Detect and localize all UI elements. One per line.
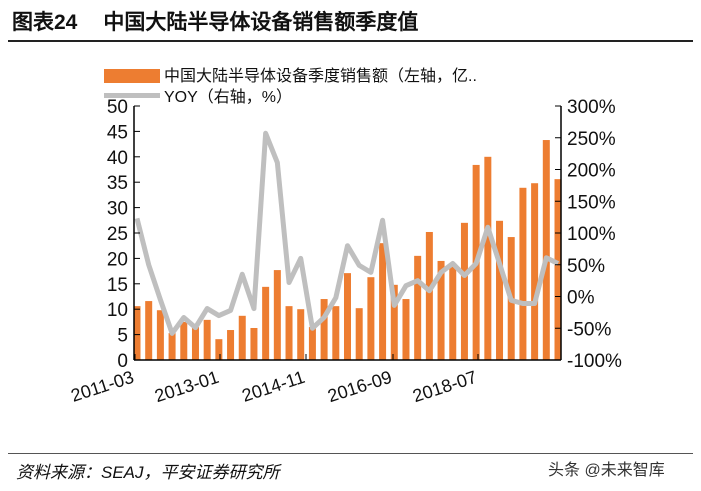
bar — [273, 270, 281, 360]
left-tick-label: 50 — [107, 97, 128, 118]
bar — [449, 263, 457, 360]
legend-item-line: YOY（右轴，%） — [104, 83, 292, 107]
footer-rule — [8, 453, 693, 454]
left-tick-label: 20 — [107, 249, 128, 270]
bar — [402, 299, 410, 360]
chart-title: 图表24 中国大陆半导体设备销售额季度值 — [12, 6, 418, 36]
x-tick-label: 2011-03 — [68, 367, 136, 406]
right-tick-label: 100% — [567, 224, 616, 245]
legend-item-bar: 中国大陆半导体设备季度销售额（左轴，亿.. — [104, 62, 477, 86]
bar — [227, 330, 235, 360]
bar — [414, 255, 422, 360]
bar — [250, 327, 258, 360]
x-tick-label: 2013-01 — [152, 367, 221, 406]
right-tick-label: 150% — [567, 192, 616, 213]
right-tick-label: -100% — [567, 351, 622, 372]
bar — [180, 321, 188, 360]
bar — [262, 286, 270, 360]
bar — [460, 222, 468, 360]
left-tick-label: 25 — [107, 224, 128, 245]
bar — [531, 183, 539, 360]
left-tick-label: 30 — [107, 199, 128, 220]
bar — [437, 260, 445, 360]
bar — [156, 310, 164, 360]
bar — [496, 220, 504, 360]
right-tick-label: 0% — [567, 288, 595, 309]
x-tick-label: 2014-11 — [239, 367, 307, 406]
left-tick-label: 15 — [107, 275, 128, 296]
yoy-line — [134, 130, 560, 336]
left-tick-label: 45 — [107, 122, 128, 143]
x-tick-label: 2016-09 — [325, 367, 394, 406]
bar — [168, 333, 176, 360]
bar — [425, 231, 433, 360]
left-tick-label: 0 — [117, 351, 128, 372]
bar — [379, 243, 387, 360]
source-note: 资料来源：SEAJ，平安证券研究所 — [16, 463, 280, 482]
title-rule — [8, 40, 693, 42]
bar — [367, 277, 375, 360]
bar — [390, 284, 398, 360]
bar — [145, 301, 153, 360]
left-tick-label: 40 — [107, 148, 128, 169]
left-tick-label: 5 — [117, 326, 128, 347]
bar — [285, 306, 293, 360]
legend-label: YOY（右轴，%） — [164, 89, 293, 106]
bar — [484, 156, 492, 360]
bar — [191, 326, 199, 360]
bar — [215, 339, 223, 360]
left-tick-label: 10 — [107, 300, 128, 321]
watermark: 头条 @未来智库 — [548, 462, 665, 479]
bar — [542, 140, 550, 360]
right-tick-label: 50% — [567, 256, 605, 277]
legend-line-swatch — [104, 93, 160, 98]
bar — [519, 187, 527, 360]
bar — [203, 319, 211, 360]
right-tick-label: 250% — [567, 129, 616, 150]
legend-label: 中国大陆半导体设备季度销售额（左轴，亿.. — [164, 68, 477, 85]
bar — [133, 306, 141, 360]
x-tick-label: 2018-07 — [410, 367, 479, 406]
right-tick-label: 200% — [567, 161, 616, 182]
figure-number: 图表24 — [12, 11, 78, 34]
right-tick-label: -50% — [567, 319, 611, 340]
bar — [554, 179, 562, 360]
bar — [355, 308, 363, 360]
bar — [308, 326, 316, 360]
left-tick-label: 35 — [107, 173, 128, 194]
bar — [297, 309, 305, 360]
bar — [332, 306, 340, 360]
right-tick-label: 300% — [567, 97, 616, 118]
legend-bar-swatch — [104, 69, 160, 83]
bar — [238, 315, 246, 360]
bar — [344, 273, 351, 360]
figure-title: 中国大陆半导体设备销售额季度值 — [103, 11, 419, 34]
bar — [320, 299, 328, 360]
